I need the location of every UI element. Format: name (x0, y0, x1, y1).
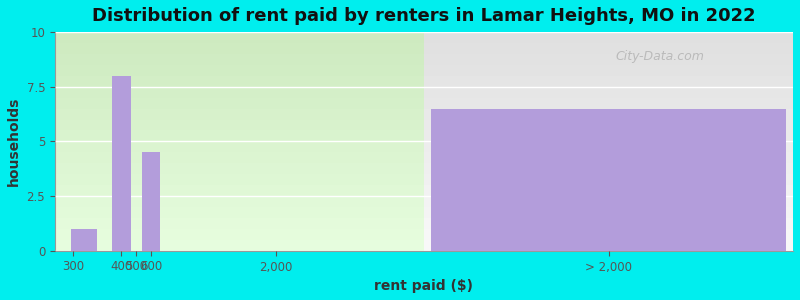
Bar (112, 76, 130, 251)
Title: Distribution of rent paid by renters in Lamar Heights, MO in 2022: Distribution of rent paid by renters in … (92, 7, 756, 25)
Bar (424, 130, 793, 141)
Bar (424, 32, 793, 43)
Bar (424, 163, 793, 174)
X-axis label: rent paid ($): rent paid ($) (374, 279, 474, 293)
Bar (55, 54, 424, 65)
Bar (55, 76, 424, 87)
Bar (55, 119, 424, 130)
Bar (71, 229, 98, 251)
Bar (55, 207, 424, 218)
Bar (424, 174, 793, 185)
Bar (424, 109, 793, 119)
Bar (424, 43, 793, 54)
Bar (55, 43, 424, 54)
Bar (55, 65, 424, 76)
Bar (424, 54, 793, 65)
Bar (424, 185, 793, 196)
Bar (55, 32, 424, 251)
Bar (424, 207, 793, 218)
Bar (424, 229, 793, 240)
Bar (424, 240, 793, 251)
Bar (55, 152, 424, 163)
Bar (142, 152, 160, 251)
Y-axis label: households: households (7, 97, 21, 186)
Bar (431, 109, 786, 251)
Bar (55, 240, 424, 251)
Bar (55, 196, 424, 207)
Bar (55, 87, 424, 98)
Bar (424, 152, 793, 163)
Bar (55, 174, 424, 185)
Bar (424, 65, 793, 76)
Bar (55, 130, 424, 141)
Bar (424, 119, 793, 130)
Text: City-Data.com: City-Data.com (616, 50, 705, 63)
Bar (424, 141, 793, 152)
Bar (424, 76, 793, 87)
Bar (55, 109, 424, 119)
Bar (55, 229, 424, 240)
Bar (424, 218, 793, 229)
Bar (424, 98, 793, 109)
Bar (55, 32, 424, 43)
Bar (55, 141, 424, 152)
Bar (424, 32, 793, 251)
Bar (424, 87, 793, 98)
Bar (55, 163, 424, 174)
Bar (55, 98, 424, 109)
Bar (424, 196, 793, 207)
Bar (55, 185, 424, 196)
Bar (55, 218, 424, 229)
